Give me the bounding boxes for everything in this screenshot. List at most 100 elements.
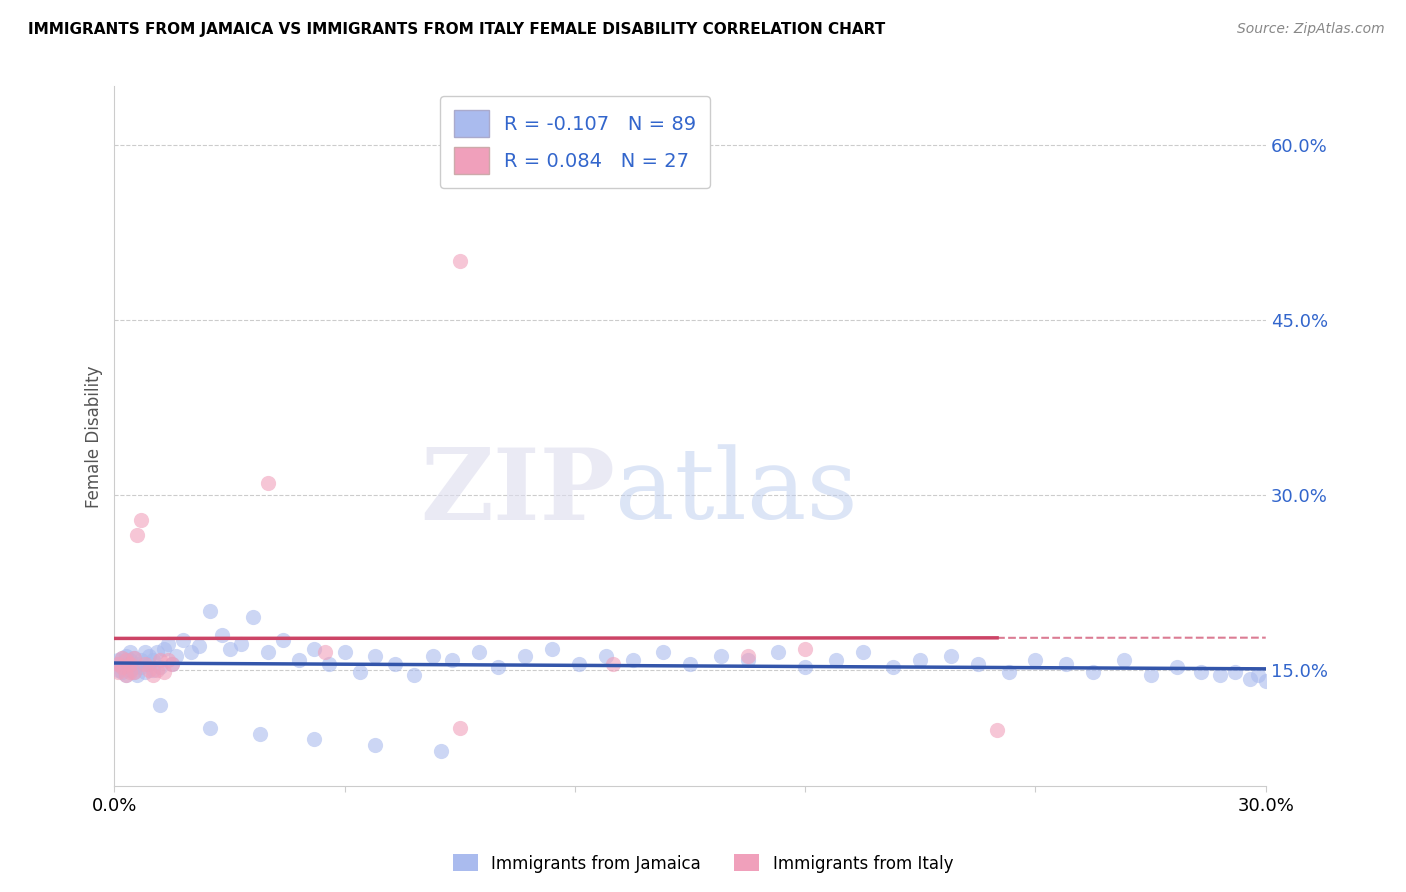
Text: atlas: atlas bbox=[616, 444, 858, 541]
Point bbox=[149, 653, 172, 667]
Point bbox=[173, 633, 195, 648]
Point bbox=[129, 513, 152, 527]
Point bbox=[149, 660, 172, 674]
Point bbox=[910, 653, 932, 667]
Point bbox=[825, 653, 848, 667]
Point bbox=[229, 637, 252, 651]
Point bbox=[429, 744, 451, 758]
Point bbox=[1024, 653, 1046, 667]
Point bbox=[314, 645, 336, 659]
Point bbox=[115, 657, 138, 671]
Point bbox=[882, 660, 904, 674]
Point bbox=[160, 657, 183, 671]
Point bbox=[967, 657, 990, 671]
Point bbox=[384, 657, 406, 671]
Legend: R = -0.107   N = 89, R = 0.084   N = 27: R = -0.107 N = 89, R = 0.084 N = 27 bbox=[440, 96, 710, 188]
Point bbox=[568, 657, 591, 671]
Point bbox=[1247, 668, 1270, 682]
Point bbox=[118, 663, 141, 677]
Point bbox=[302, 732, 325, 747]
Point bbox=[257, 475, 280, 490]
Point bbox=[129, 660, 152, 674]
Point bbox=[153, 665, 176, 679]
Point bbox=[122, 665, 145, 679]
Point bbox=[364, 648, 387, 663]
Point bbox=[287, 653, 309, 667]
Point bbox=[138, 657, 160, 671]
Point bbox=[200, 721, 222, 735]
Point bbox=[679, 657, 702, 671]
Point bbox=[1208, 668, 1230, 682]
Point bbox=[1081, 665, 1104, 679]
Point bbox=[129, 653, 152, 667]
Point bbox=[153, 641, 176, 656]
Point bbox=[134, 665, 156, 679]
Point bbox=[333, 645, 356, 659]
Point bbox=[111, 650, 134, 665]
Point bbox=[122, 650, 145, 665]
Point bbox=[118, 657, 141, 671]
Point bbox=[710, 648, 733, 663]
Point bbox=[200, 604, 222, 618]
Point bbox=[595, 648, 617, 663]
Point bbox=[127, 657, 149, 671]
Point bbox=[737, 648, 759, 663]
Point bbox=[211, 627, 233, 641]
Point bbox=[145, 645, 167, 659]
Point bbox=[768, 645, 790, 659]
Point bbox=[402, 668, 425, 682]
Point bbox=[1254, 674, 1277, 689]
Point bbox=[652, 645, 675, 659]
Point bbox=[852, 645, 875, 659]
Point bbox=[118, 665, 141, 679]
Point bbox=[986, 723, 1008, 738]
Point bbox=[107, 653, 129, 667]
Point bbox=[621, 653, 644, 667]
Text: ZIP: ZIP bbox=[420, 443, 616, 541]
Point bbox=[486, 660, 509, 674]
Point bbox=[1189, 665, 1212, 679]
Point bbox=[115, 653, 138, 667]
Point bbox=[157, 637, 180, 651]
Point bbox=[1166, 660, 1188, 674]
Point bbox=[449, 254, 471, 268]
Point bbox=[122, 660, 145, 674]
Point bbox=[157, 653, 180, 667]
Point bbox=[160, 657, 183, 671]
Point bbox=[122, 665, 145, 679]
Point bbox=[997, 665, 1019, 679]
Point bbox=[127, 528, 149, 542]
Point bbox=[111, 660, 134, 674]
Point bbox=[138, 648, 160, 663]
Point bbox=[122, 650, 145, 665]
Text: Source: ZipAtlas.com: Source: ZipAtlas.com bbox=[1237, 22, 1385, 37]
Point bbox=[349, 665, 371, 679]
Point bbox=[1223, 665, 1246, 679]
Point bbox=[134, 645, 156, 659]
Point bbox=[422, 648, 444, 663]
Point bbox=[118, 653, 141, 667]
Point bbox=[107, 657, 129, 671]
Point bbox=[513, 648, 536, 663]
Point bbox=[318, 657, 340, 671]
Point bbox=[111, 665, 134, 679]
Point bbox=[134, 657, 156, 671]
Legend: Immigrants from Jamaica, Immigrants from Italy: Immigrants from Jamaica, Immigrants from… bbox=[446, 847, 960, 880]
Point bbox=[449, 721, 471, 735]
Point bbox=[118, 645, 141, 659]
Point bbox=[142, 653, 165, 667]
Point bbox=[1112, 653, 1135, 667]
Point bbox=[257, 645, 280, 659]
Point bbox=[441, 653, 464, 667]
Y-axis label: Female Disability: Female Disability bbox=[86, 365, 103, 508]
Point bbox=[602, 657, 624, 671]
Point bbox=[249, 726, 271, 740]
Point bbox=[794, 660, 817, 674]
Point bbox=[107, 663, 129, 677]
Point bbox=[107, 665, 129, 679]
Point bbox=[145, 663, 167, 677]
Point bbox=[115, 668, 138, 682]
Point bbox=[180, 645, 202, 659]
Point bbox=[218, 641, 240, 656]
Point bbox=[127, 668, 149, 682]
